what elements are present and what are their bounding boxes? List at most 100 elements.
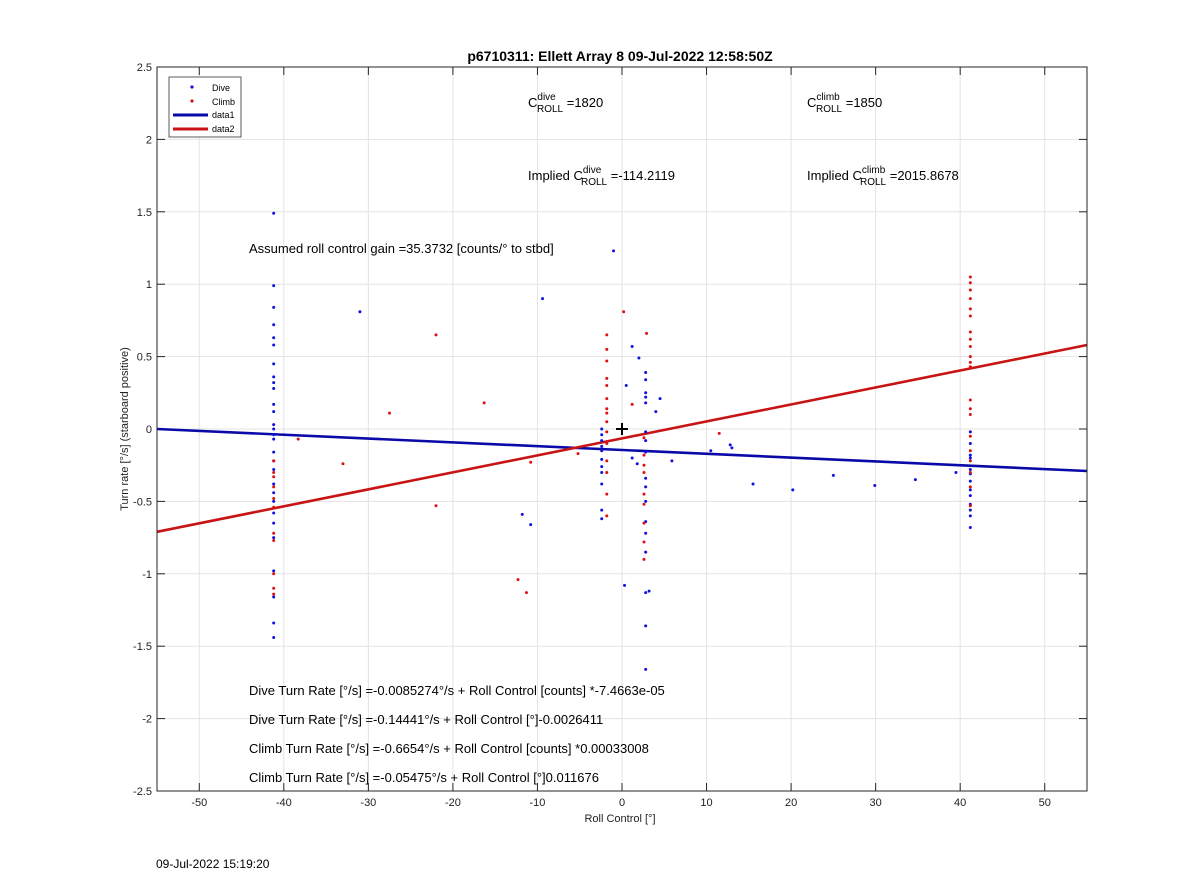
climb-point (968, 485, 972, 489)
climb-point (968, 365, 972, 369)
climb-point (642, 557, 646, 561)
climb-point (605, 470, 609, 474)
dive-point (968, 479, 972, 483)
chart-title: p6710311: Ellett Array 8 09-Jul-2022 12:… (467, 48, 773, 64)
legend-climb-marker (190, 99, 194, 103)
dive-point (600, 470, 604, 474)
c-roll-climb-sup: climb (816, 92, 840, 103)
climb-point (272, 538, 276, 542)
dive-point (272, 402, 276, 406)
c-roll-dive-value: =1820 (563, 95, 603, 110)
y-tick-label: 1.5 (137, 207, 152, 219)
climb-point (605, 384, 609, 388)
dive-point (541, 297, 545, 301)
dive-fit-counts: Dive Turn Rate [°/s] =-0.0085274°/s + Ro… (249, 683, 665, 698)
dive-point (358, 310, 362, 314)
y-tick-label: -2.5 (133, 786, 152, 798)
climb-point (605, 430, 609, 434)
climb-point (272, 470, 276, 474)
dive-point (637, 356, 641, 360)
climb-point (272, 572, 276, 576)
dive-point (600, 449, 604, 453)
implied-dive-sup: dive (583, 165, 602, 176)
dive-point (644, 450, 648, 454)
climb-point (605, 492, 609, 496)
y-tick-label: -0.5 (133, 496, 152, 508)
dive-fit-degrees: Dive Turn Rate [°/s] =-0.14441°/s + Roll… (249, 712, 603, 727)
climb-point (630, 402, 634, 406)
dive-point (644, 430, 648, 434)
climb-point (272, 497, 276, 501)
dive-point (647, 589, 651, 593)
climb-point (968, 470, 972, 474)
ticks: -50 -40 -30 -20 -10 0 10 20 30 40 50-2.5-2-1.5-1-0… (133, 62, 1087, 809)
legend-box (168, 76, 242, 138)
climb-point (529, 460, 533, 464)
y-tick-label: 1 (146, 279, 152, 291)
dive-point (968, 468, 972, 472)
dive-point (968, 453, 972, 457)
dive-point (623, 583, 627, 587)
climb-point (642, 436, 646, 440)
dive-point (272, 284, 276, 288)
climb-point (968, 314, 972, 318)
climb-fit-counts: Climb Turn Rate [°/s] =-0.6654°/s + Roll… (249, 741, 649, 756)
climb-point (272, 485, 276, 489)
climb-point (968, 281, 972, 285)
climb-point (605, 407, 609, 411)
climb-point (524, 591, 528, 595)
x-tick-label: -50 (191, 797, 207, 809)
legend: Dive Climb data1 data2 (168, 76, 242, 138)
data-marks (156, 211, 1088, 671)
x-tick-label: 50 (1039, 797, 1051, 809)
plot-border (156, 66, 1088, 792)
dive-point (670, 459, 674, 463)
climb-point (717, 431, 721, 435)
dive-point (272, 521, 276, 525)
climb-point (605, 347, 609, 351)
dive-point (272, 410, 276, 414)
dive-point (968, 456, 972, 460)
c-roll-climb-value: =1850 (842, 95, 882, 110)
x-tick-label: -30 (360, 797, 376, 809)
dive-point (730, 446, 734, 450)
dive-point (644, 476, 648, 480)
climb-point (968, 504, 972, 508)
climb-point (968, 337, 972, 341)
dive-point (644, 499, 648, 503)
dive-point (600, 482, 604, 486)
climb-point (968, 355, 972, 359)
dive-point (272, 211, 276, 215)
dive-point (272, 423, 276, 427)
dive-point (654, 410, 658, 414)
dive-point (658, 397, 662, 401)
dive-point (272, 362, 276, 366)
climb-point (642, 453, 646, 457)
climb-point (642, 502, 646, 506)
dive-point (644, 395, 648, 399)
implied-c-roll-climb-annotation: Implied Cclimb ROLL =2015.8678 (807, 165, 959, 188)
climb-point (272, 475, 276, 479)
implied-climb-sub: ROLL (860, 177, 887, 188)
dive-point (968, 525, 972, 529)
climb-point (968, 360, 972, 364)
y-tick-label: 2.5 (137, 62, 152, 74)
legend-data1-label: data1 (212, 110, 235, 120)
dive-point (272, 323, 276, 327)
climb-point (272, 505, 276, 509)
climb-point (296, 437, 300, 441)
footer-timestamp: 09-Jul-2022 15:19:20 (156, 857, 270, 871)
dive-point (644, 531, 648, 535)
c-roll-climb-sub: ROLL (816, 104, 843, 115)
data2-fit-line (156, 343, 1088, 534)
climb-point (968, 407, 972, 411)
implied-dive-sub: ROLL (581, 177, 608, 188)
dive-point (272, 433, 276, 437)
dive-point (644, 667, 648, 671)
climb-point (605, 333, 609, 337)
x-tick-label: -10 (530, 797, 546, 809)
climb-point (642, 470, 646, 474)
data1-fit-line (156, 427, 1088, 473)
climb-point (341, 462, 345, 466)
